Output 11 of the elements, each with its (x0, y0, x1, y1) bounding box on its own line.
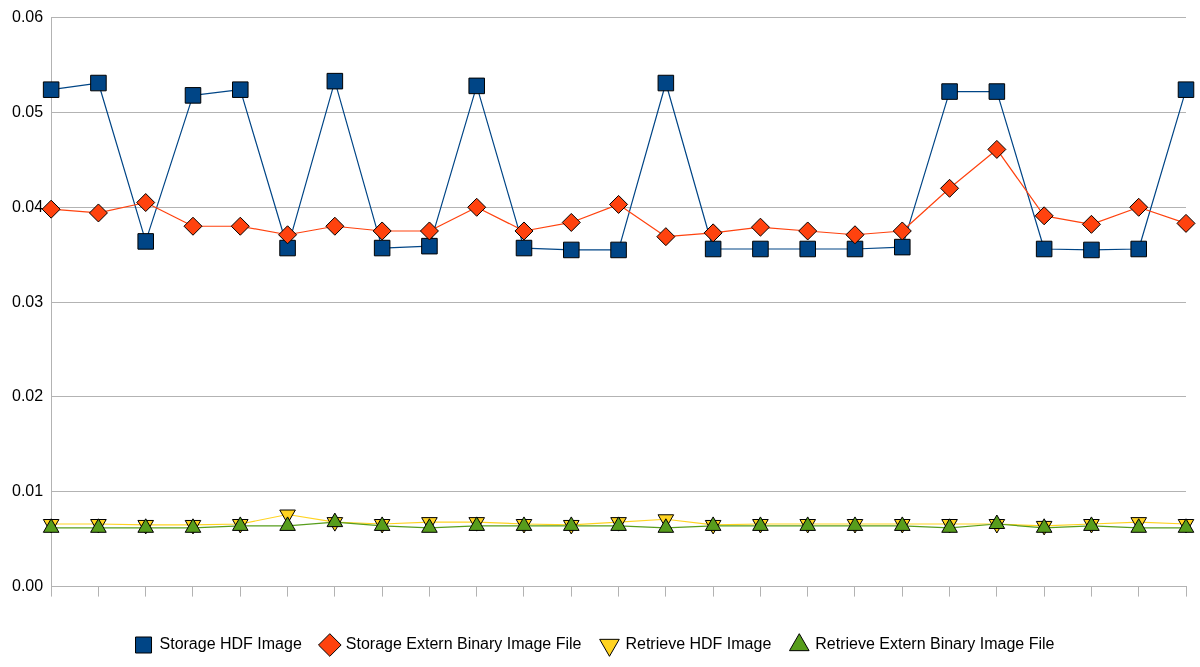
y-tick-label: 0.06 (12, 8, 44, 26)
legend-label: Storage Extern Binary Image File (345, 635, 582, 653)
legend-label: Retrieve HDF Image (625, 635, 772, 653)
y-tick-label: 0.05 (12, 102, 44, 120)
y-tick-label: 0.02 (12, 387, 44, 405)
y-tick-label: 0.00 (12, 577, 44, 595)
y-tick-label: 0.04 (12, 197, 44, 215)
y-tick-label: 0.03 (12, 292, 44, 310)
legend-label: Storage HDF Image (159, 635, 302, 653)
y-tick-label: 0.01 (12, 482, 44, 500)
legend-label: Retrieve Extern Binary Image File (815, 635, 1055, 653)
